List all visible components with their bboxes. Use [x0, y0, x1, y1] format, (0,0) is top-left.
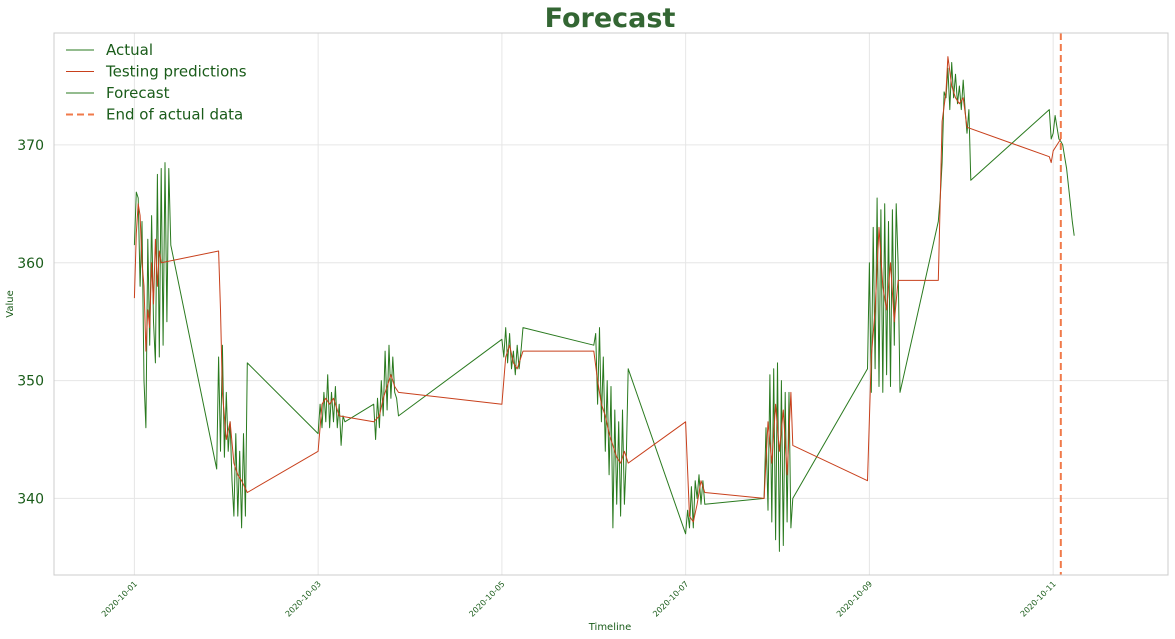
x-tick-label: 2020-10-01 — [100, 579, 139, 618]
chart-title: Forecast — [545, 3, 676, 34]
x-tick-label: 2020-10-09 — [835, 579, 874, 618]
x-tick-label: 2020-10-11 — [1019, 579, 1058, 618]
series-layer — [133, 33, 1075, 575]
series-line-forecast — [1060, 141, 1075, 236]
legend-label-actual: Actual — [106, 41, 153, 59]
x-tick-label: 2020-10-03 — [284, 579, 323, 618]
x-tick-label: 2020-10-05 — [467, 579, 506, 618]
legend-label-testing-predictions: Testing predictions — [105, 63, 247, 81]
y-tick-label: 360 — [17, 256, 44, 272]
legend-label-end-of-actual-data: End of actual data — [106, 106, 243, 124]
series-line-testing-predictions — [133, 56, 1062, 523]
plot-frame — [53, 32, 1169, 576]
x-ticks: 2020-10-01 2020-10-03 2020-10-05 2020-10-07… — [100, 579, 1058, 618]
y-tick-label: 340 — [17, 491, 44, 507]
y-tick-label: 350 — [17, 374, 44, 390]
legend: Actual Testing predictions Forecast End of … — [66, 41, 247, 124]
y-axis-label: Value — [5, 290, 16, 317]
legend-label-forecast: Forecast — [106, 84, 170, 102]
y-tick-label: 370 — [17, 138, 44, 154]
y-ticks: 340 350 360 370 — [17, 138, 44, 507]
grid — [54, 33, 1168, 575]
x-tick-label: 2020-10-07 — [651, 579, 690, 618]
series-line-actual — [133, 62, 1062, 552]
x-axis-label: Timeline — [588, 622, 632, 633]
